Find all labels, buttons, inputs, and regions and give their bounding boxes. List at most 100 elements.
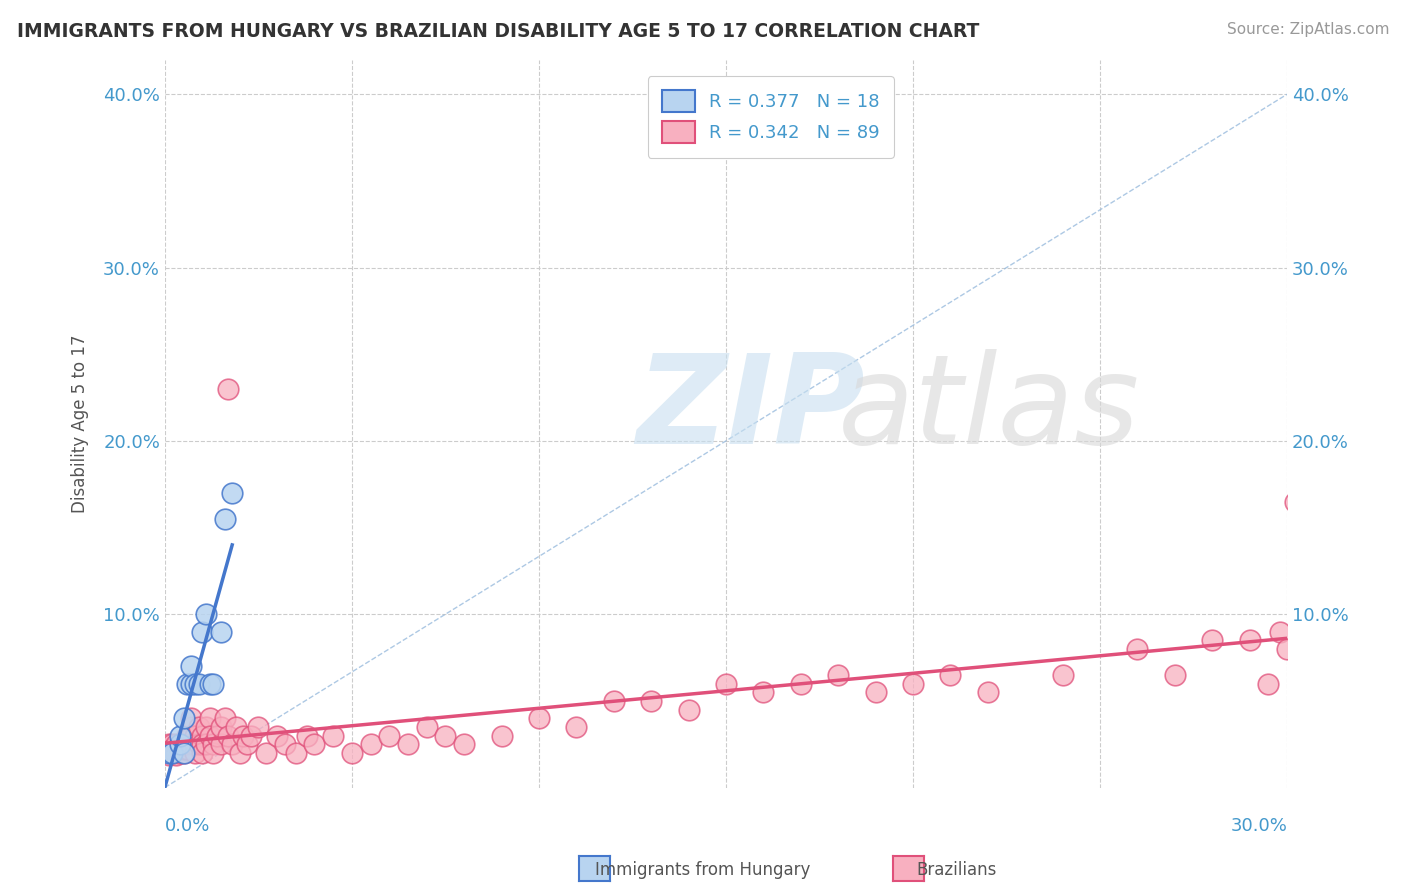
Point	[415, 720, 437, 734]
Point	[939, 668, 962, 682]
Point	[180, 659, 202, 673]
Point	[678, 702, 700, 716]
Point	[209, 720, 232, 734]
Point	[453, 737, 475, 751]
Point	[195, 607, 218, 622]
Point	[173, 737, 195, 751]
Point	[396, 737, 419, 751]
Point	[173, 746, 195, 760]
Point	[1201, 633, 1223, 648]
Point	[157, 747, 180, 762]
Point	[169, 746, 191, 760]
Point	[191, 746, 214, 760]
Point	[714, 676, 737, 690]
Point	[827, 668, 849, 682]
Point	[1268, 624, 1291, 639]
Point	[169, 742, 191, 756]
Point	[221, 737, 243, 751]
Point	[184, 737, 207, 751]
Point	[236, 737, 259, 751]
Point	[195, 737, 218, 751]
Point	[184, 746, 207, 760]
Point	[977, 685, 1000, 699]
Point	[162, 742, 184, 756]
Point	[191, 729, 214, 743]
Point	[169, 737, 191, 751]
Point	[1126, 641, 1149, 656]
Point	[304, 737, 326, 751]
Point	[165, 746, 187, 760]
Point	[187, 737, 209, 751]
Point	[284, 746, 307, 760]
Point	[198, 729, 221, 743]
Point	[322, 729, 344, 743]
Text: ZIP: ZIP	[636, 349, 865, 469]
Point	[232, 729, 254, 743]
Point	[157, 746, 180, 760]
Point	[180, 711, 202, 725]
Point	[247, 720, 270, 734]
Point	[1284, 494, 1306, 508]
Point	[173, 742, 195, 756]
Point	[1275, 641, 1298, 656]
Point	[565, 720, 588, 734]
Point	[202, 737, 225, 751]
Point	[221, 486, 243, 500]
Point	[527, 711, 550, 725]
Point	[209, 737, 232, 751]
Point	[157, 746, 180, 760]
Point	[1257, 676, 1279, 690]
Point	[173, 711, 195, 725]
Point	[162, 737, 184, 751]
Point	[790, 676, 813, 690]
Point	[225, 720, 247, 734]
Point	[207, 729, 229, 743]
Point	[165, 737, 187, 751]
Point	[1164, 668, 1187, 682]
Point	[254, 746, 277, 760]
Point	[169, 729, 191, 743]
Text: Brazilians: Brazilians	[915, 861, 997, 879]
Text: 0.0%: 0.0%	[165, 817, 211, 835]
Point	[173, 746, 195, 760]
Point	[1313, 615, 1336, 630]
Point	[434, 729, 457, 743]
Point	[1239, 633, 1261, 648]
Point	[239, 729, 262, 743]
Point	[180, 729, 202, 743]
Point	[176, 742, 198, 756]
Point	[176, 676, 198, 690]
Point	[202, 676, 225, 690]
Point	[360, 737, 382, 751]
Point	[217, 382, 239, 396]
Point	[198, 676, 221, 690]
Point	[228, 746, 250, 760]
Point	[273, 737, 295, 751]
Point	[752, 685, 775, 699]
Text: Source: ZipAtlas.com: Source: ZipAtlas.com	[1226, 22, 1389, 37]
Point	[176, 729, 198, 743]
Point	[198, 711, 221, 725]
Point	[165, 742, 187, 756]
Text: 30.0%: 30.0%	[1230, 817, 1286, 835]
Point	[1052, 668, 1074, 682]
Point	[340, 746, 363, 760]
Point	[184, 676, 207, 690]
Point	[214, 512, 236, 526]
Point	[162, 746, 184, 760]
Point	[180, 737, 202, 751]
Point	[176, 737, 198, 751]
Point	[157, 737, 180, 751]
Point	[162, 746, 184, 760]
Point	[640, 694, 662, 708]
Point	[187, 720, 209, 734]
Y-axis label: Disability Age 5 to 17: Disability Age 5 to 17	[72, 334, 89, 513]
Text: Immigrants from Hungary: Immigrants from Hungary	[595, 861, 811, 879]
Point	[202, 746, 225, 760]
Point	[180, 720, 202, 734]
Point	[165, 747, 187, 762]
Point	[173, 737, 195, 751]
Point	[295, 729, 318, 743]
Point	[266, 729, 288, 743]
Point	[1295, 624, 1317, 639]
